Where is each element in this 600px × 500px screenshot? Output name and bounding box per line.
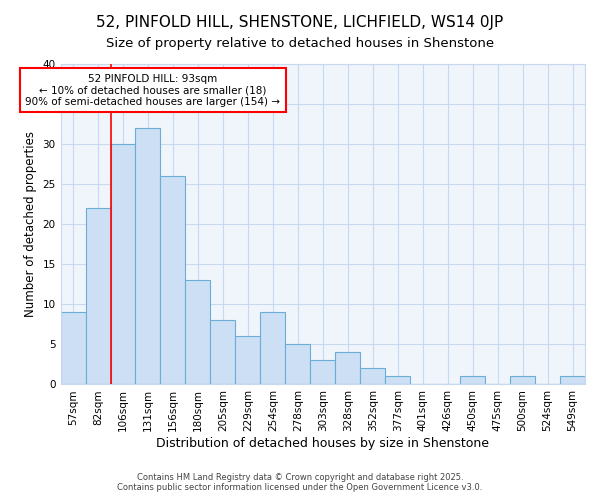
Bar — [185, 280, 211, 384]
Text: 52 PINFOLD HILL: 93sqm
← 10% of detached houses are smaller (18)
90% of semi-det: 52 PINFOLD HILL: 93sqm ← 10% of detached… — [25, 74, 280, 107]
Text: Size of property relative to detached houses in Shenstone: Size of property relative to detached ho… — [106, 38, 494, 51]
Bar — [136, 128, 160, 384]
X-axis label: Distribution of detached houses by size in Shenstone: Distribution of detached houses by size … — [156, 437, 489, 450]
Bar — [211, 320, 235, 384]
Bar — [110, 144, 136, 384]
Text: 52, PINFOLD HILL, SHENSTONE, LICHFIELD, WS14 0JP: 52, PINFOLD HILL, SHENSTONE, LICHFIELD, … — [97, 15, 503, 30]
Bar — [360, 368, 385, 384]
Bar — [61, 312, 86, 384]
Text: Contains HM Land Registry data © Crown copyright and database right 2025.
Contai: Contains HM Land Registry data © Crown c… — [118, 473, 482, 492]
Bar — [260, 312, 286, 384]
Bar — [310, 360, 335, 384]
Bar — [235, 336, 260, 384]
Y-axis label: Number of detached properties: Number of detached properties — [24, 131, 37, 317]
Bar — [335, 352, 360, 384]
Bar — [86, 208, 110, 384]
Bar — [560, 376, 585, 384]
Bar — [160, 176, 185, 384]
Bar — [385, 376, 410, 384]
Bar — [460, 376, 485, 384]
Bar — [510, 376, 535, 384]
Bar — [286, 344, 310, 385]
